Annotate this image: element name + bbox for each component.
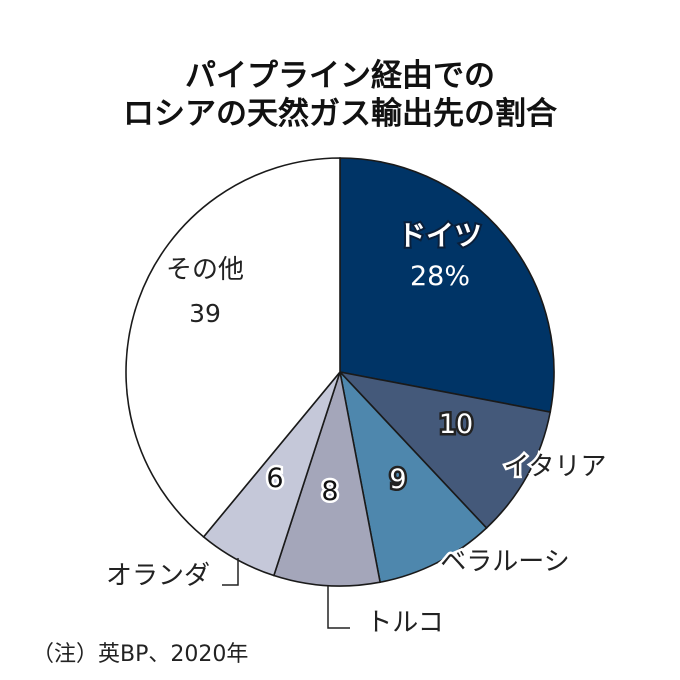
slice-name-label-3: トルコ: [366, 608, 443, 638]
chart-title-line-2: ロシアの天然ガス輸出先の割合: [123, 96, 557, 132]
slice-value-label-3: 8: [321, 476, 338, 507]
slice-name-label-5: その他: [166, 255, 244, 285]
pie-slice-2: [338, 369, 488, 584]
slice-value-label-1: 10: [439, 409, 473, 440]
source-note: （注）英BP、2020年: [32, 642, 249, 667]
pie-slice-1: [337, 370, 552, 530]
slice-value-label-5: 39: [189, 299, 221, 328]
pie-slice-0: [339, 157, 555, 414]
slice-name-label-0: ドイツ: [398, 219, 482, 252]
pie-slice-5: [125, 157, 341, 539]
slice-name-label-2: ベラルーシ: [440, 547, 569, 577]
slice-name-label-4: オランダ: [106, 561, 210, 591]
pie-slice-3: [272, 371, 382, 587]
chart-title-line-1: パイプライン経由での: [185, 58, 495, 94]
slice-value-label-2: 9: [389, 464, 406, 495]
slice-value-label-4: 6: [266, 463, 283, 494]
leader-line-netherlands: [222, 558, 239, 586]
leader-line-turkey: [327, 586, 350, 629]
slice-name-label-1: イタリア: [504, 452, 607, 482]
slice-value-label-0: 28%: [410, 261, 470, 292]
